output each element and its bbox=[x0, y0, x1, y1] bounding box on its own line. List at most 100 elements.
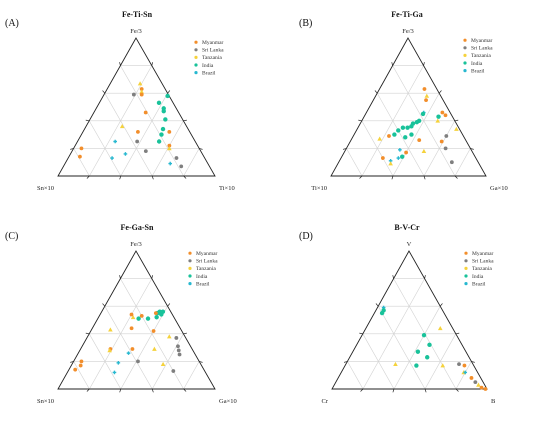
legend-label-myanmar: Myanmar bbox=[196, 251, 218, 257]
data-point-sri-lanka bbox=[171, 369, 176, 373]
legend-label-sri-lanka: Sri Lanka bbox=[472, 259, 494, 265]
legend-marker-brazil bbox=[194, 71, 198, 75]
legend-label-sri-lanka: Sri Lanka bbox=[471, 46, 493, 52]
data-point-brazil bbox=[113, 139, 117, 144]
data-point-brazil bbox=[116, 360, 121, 365]
tick-mark bbox=[85, 332, 90, 335]
data-point-myanmar bbox=[129, 312, 134, 317]
data-point-myanmar bbox=[78, 363, 83, 368]
data-point-myanmar bbox=[136, 129, 140, 134]
data-point-tanzania bbox=[388, 161, 393, 166]
grid-line bbox=[362, 333, 395, 390]
tick-mark bbox=[424, 275, 426, 279]
vertex-label-left: Cr bbox=[322, 398, 329, 405]
data-point-myanmar bbox=[167, 129, 172, 134]
grid-line bbox=[455, 361, 472, 390]
data-point-myanmar bbox=[387, 134, 391, 138]
ternary-frame bbox=[330, 37, 487, 177]
tick-mark bbox=[119, 175, 122, 180]
grid-line bbox=[151, 120, 184, 177]
data-point-sri-lanka bbox=[143, 149, 148, 154]
data-point-india bbox=[379, 310, 385, 316]
data-point-sri-lanka bbox=[136, 359, 140, 364]
tick-mark bbox=[359, 332, 363, 335]
tick-mark bbox=[119, 275, 121, 279]
data-point-sri-lanka bbox=[174, 336, 179, 340]
data-point-sri-lanka bbox=[174, 156, 179, 160]
tick-mark bbox=[358, 119, 362, 122]
legend-label-myanmar: Myanmar bbox=[471, 38, 493, 44]
data-point-myanmar bbox=[79, 146, 84, 151]
panel-label: (A) bbox=[5, 18, 19, 29]
data-point-myanmar bbox=[139, 92, 144, 97]
data-point-sri-lanka bbox=[457, 362, 461, 367]
data-point-india bbox=[409, 124, 414, 129]
legend-marker-myanmar bbox=[194, 40, 198, 44]
legend-label-brazil: Brazil bbox=[471, 68, 485, 74]
legend-marker-india bbox=[188, 274, 192, 278]
legend-marker-sri-lanka bbox=[194, 48, 198, 52]
data-point-india bbox=[425, 355, 430, 360]
legend-marker-sri-lanka bbox=[188, 259, 192, 263]
tick-mark bbox=[119, 62, 121, 66]
data-point-tanzania bbox=[167, 146, 172, 151]
vertex-label-right: Ga×10 bbox=[219, 398, 237, 405]
ternary-ticks bbox=[343, 275, 475, 393]
tick-mark bbox=[199, 361, 203, 363]
data-point-myanmar bbox=[483, 387, 488, 391]
data-point-tanzania bbox=[377, 136, 382, 141]
legend-label-tanzania: Tanzania bbox=[196, 266, 216, 272]
grid-line bbox=[376, 93, 425, 177]
panel-fe-ti-ga: (B) Fe-Ti-Ga Fe/3 Ti×10 Ga×10 Myanmar Sri… bbox=[275, 0, 550, 213]
tick-mark bbox=[151, 62, 153, 66]
tick-mark bbox=[183, 332, 187, 335]
tick-mark bbox=[454, 175, 458, 179]
data-point-myanmar bbox=[79, 359, 84, 364]
data-point-sri-lanka bbox=[473, 380, 478, 384]
tick-mark bbox=[343, 361, 348, 363]
panel-b-v-cr: (D) B-V-Cr V Cr B Myanmar Sri Lanka Tanzan… bbox=[275, 213, 550, 426]
ternary-chart: (C) Fe-Ga-Sn Fe/3 Sn×10 Ga×10 Myanmar Sri… bbox=[5, 223, 237, 405]
data-point-myanmar bbox=[78, 154, 82, 159]
data-point-myanmar bbox=[417, 138, 422, 143]
tick-mark bbox=[102, 303, 106, 307]
data-point-sri-lanka bbox=[176, 348, 181, 353]
data-point-india bbox=[414, 119, 420, 125]
vertex-label-right: Ti×10 bbox=[219, 185, 235, 192]
data-point-sri-lanka bbox=[179, 164, 184, 169]
data-point-sri-lanka bbox=[135, 139, 140, 144]
panel-label: (D) bbox=[299, 231, 313, 242]
data-point-india bbox=[165, 93, 170, 99]
legend-marker-brazil bbox=[188, 282, 192, 286]
data-point-tanzania bbox=[152, 346, 157, 351]
data-point-myanmar bbox=[73, 367, 78, 372]
vertex-label-left: Sn×10 bbox=[37, 185, 54, 192]
legend-label-india: India bbox=[202, 63, 214, 69]
tick-mark bbox=[375, 303, 379, 307]
legend-label-sri-lanka: Sri Lanka bbox=[202, 48, 224, 54]
data-points bbox=[78, 81, 184, 169]
legend-marker-sri-lanka bbox=[464, 259, 468, 263]
data-point-india bbox=[409, 132, 414, 137]
data-point-myanmar bbox=[462, 363, 467, 368]
grid-line bbox=[361, 120, 394, 177]
legend-marker-sri-lanka bbox=[463, 46, 467, 50]
data-point-tanzania bbox=[435, 118, 441, 123]
data-point-brazil bbox=[168, 161, 173, 166]
tick-mark bbox=[392, 388, 395, 393]
grid-line bbox=[151, 333, 184, 390]
tick-mark bbox=[342, 148, 347, 150]
data-point-myanmar bbox=[139, 87, 144, 91]
legend-label-sri-lanka: Sri Lanka bbox=[196, 259, 218, 265]
data-point-india bbox=[145, 316, 151, 321]
data-points bbox=[73, 309, 182, 375]
legend-label-india: India bbox=[472, 274, 484, 280]
data-point-sri-lanka bbox=[131, 92, 136, 97]
data-point-tanzania bbox=[107, 348, 112, 353]
data-point-myanmar bbox=[404, 150, 408, 155]
data-point-india bbox=[160, 309, 166, 314]
tick-mark bbox=[199, 148, 203, 150]
grid-line bbox=[73, 148, 90, 177]
